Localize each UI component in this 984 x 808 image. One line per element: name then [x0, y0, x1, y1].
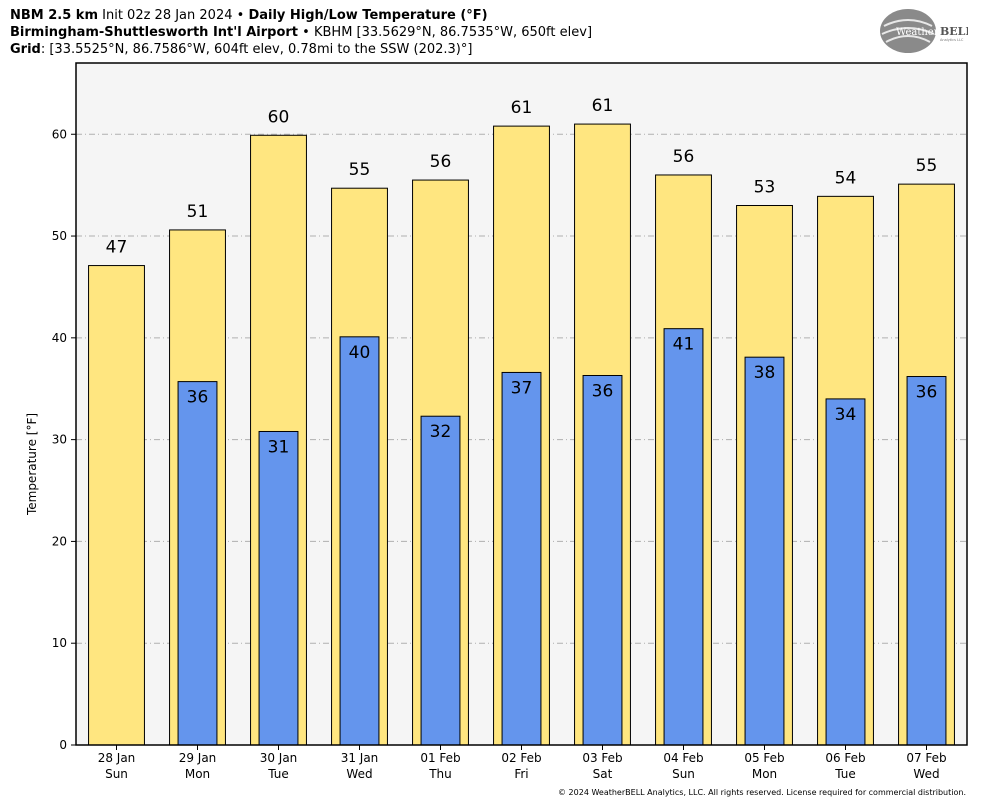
x-tick-label-day: Fri	[514, 767, 528, 781]
station-info: KBHM [33.5629°N, 86.7535°W, 650ft elev]	[313, 25, 593, 40]
x-tick-label-day: Sun	[672, 767, 695, 781]
high-value-label: 61	[511, 98, 533, 118]
low-bar	[744, 356, 785, 746]
x-tick-label-day: Mon	[752, 767, 777, 781]
low-bar	[420, 415, 461, 746]
x-tick-label-day: Tue	[267, 767, 289, 781]
low-value-label: 41	[673, 335, 695, 355]
high-value-label: 53	[754, 178, 776, 198]
y-tick-label: 20	[52, 534, 67, 548]
y-tick-label: 40	[52, 331, 67, 345]
x-tick-label-date: 29 Jan	[179, 751, 217, 765]
low-value-label: 36	[592, 381, 614, 401]
x-tick-label-date: 02 Feb	[501, 751, 541, 765]
grid-label: Grid	[10, 42, 41, 57]
title-line-3: Grid: [33.5525°N, 86.7586°W, 604ft elev,…	[10, 41, 472, 58]
product-name: Daily High/Low Temperature (°F)	[248, 8, 488, 23]
low-value-label: 36	[916, 383, 938, 403]
high-value-label: 61	[592, 96, 614, 116]
x-tick-label-date: 07 Feb	[906, 751, 946, 765]
x-tick-label-date: 06 Feb	[825, 751, 865, 765]
x-tick-label-date: 30 Jan	[260, 751, 298, 765]
x-axis: 28 Jan Sun 29 Jan Mon 30 Jan Tue 31 Jan Wed 01 F…	[98, 745, 947, 781]
x-tick-label-day: Sat	[593, 767, 613, 781]
x-tick-label-day: Wed	[913, 767, 939, 781]
high-bar	[88, 265, 145, 746]
logo-globe-icon	[880, 9, 936, 53]
y-tick-label: 10	[52, 636, 67, 650]
low-bar	[258, 430, 299, 746]
x-tick-label-day: Thu	[428, 767, 452, 781]
x-tick-label-date: 01 Feb	[420, 751, 460, 765]
y-axis: 0 10 20 30 40 50 60	[52, 127, 76, 752]
high-value-label: 55	[349, 160, 371, 180]
logo-subtext: Analytics LLC	[940, 38, 964, 42]
low-bar	[825, 398, 866, 746]
low-bar	[582, 374, 623, 746]
x-tick-label-day: Mon	[185, 767, 210, 781]
low-bar	[339, 336, 380, 746]
copyright-notice: © 2024 WeatherBELL Analytics, LLC. All r…	[558, 788, 966, 797]
low-value-label: 40	[349, 343, 371, 363]
high-value-label: 56	[430, 152, 452, 172]
model-name: NBM 2.5 km	[10, 8, 98, 23]
y-tick-label: 50	[52, 229, 67, 243]
low-bar	[906, 376, 947, 746]
high-value-label: 60	[268, 107, 290, 127]
separator: •	[302, 25, 310, 40]
x-tick-label-day: Wed	[346, 767, 372, 781]
x-tick-label-date: 05 Feb	[744, 751, 784, 765]
low-value-label: 34	[835, 405, 857, 425]
logo-text-bell: BELL	[940, 25, 968, 38]
grid-info: : [33.5525°N, 86.7586°W, 604ft elev, 0.7…	[40, 42, 473, 57]
low-bar	[663, 328, 704, 746]
y-tick-label: 0	[59, 738, 67, 752]
low-value-label: 31	[268, 437, 290, 457]
title-line-2: Birmingham-Shuttlesworth Int'l Airport •…	[10, 24, 592, 41]
x-tick-label-day: Sun	[105, 767, 128, 781]
low-bar	[501, 371, 542, 746]
y-tick-label: 30	[52, 433, 67, 447]
high-value-label: 54	[835, 168, 857, 188]
bars: 47 51 36 60 31 55 40 56 32 61 37 61 36 56 41 53 38 54 34 55…	[88, 96, 955, 746]
low-value-label: 38	[754, 363, 776, 383]
y-axis-label: Temperature [°F]	[25, 413, 39, 516]
high-value-label: 55	[916, 156, 938, 176]
low-bar	[177, 381, 218, 746]
logo-text-weather: Weather	[896, 27, 939, 38]
x-tick-label-day: Tue	[834, 767, 856, 781]
x-tick-label-date: 28 Jan	[98, 751, 136, 765]
high-value-label: 47	[106, 238, 128, 258]
high-value-label: 56	[673, 147, 695, 167]
y-tick-label: 60	[52, 127, 67, 141]
separator: •	[236, 8, 245, 23]
title-line-1: NBM 2.5 km Init 02z 28 Jan 2024 • Daily …	[10, 7, 488, 24]
x-tick-label-date: 03 Feb	[582, 751, 622, 765]
x-tick-label-date: 31 Jan	[341, 751, 379, 765]
weatherbell-logo: Weather BELL Analytics LLC	[880, 9, 968, 53]
low-value-label: 37	[511, 378, 533, 398]
station-name: Birmingham-Shuttlesworth Int'l Airport	[10, 25, 299, 40]
init-time: Init 02z 28 Jan 2024	[102, 8, 233, 23]
x-tick-label-date: 04 Feb	[663, 751, 703, 765]
high-value-label: 51	[187, 202, 209, 222]
low-value-label: 32	[430, 422, 452, 442]
low-value-label: 36	[187, 388, 209, 408]
